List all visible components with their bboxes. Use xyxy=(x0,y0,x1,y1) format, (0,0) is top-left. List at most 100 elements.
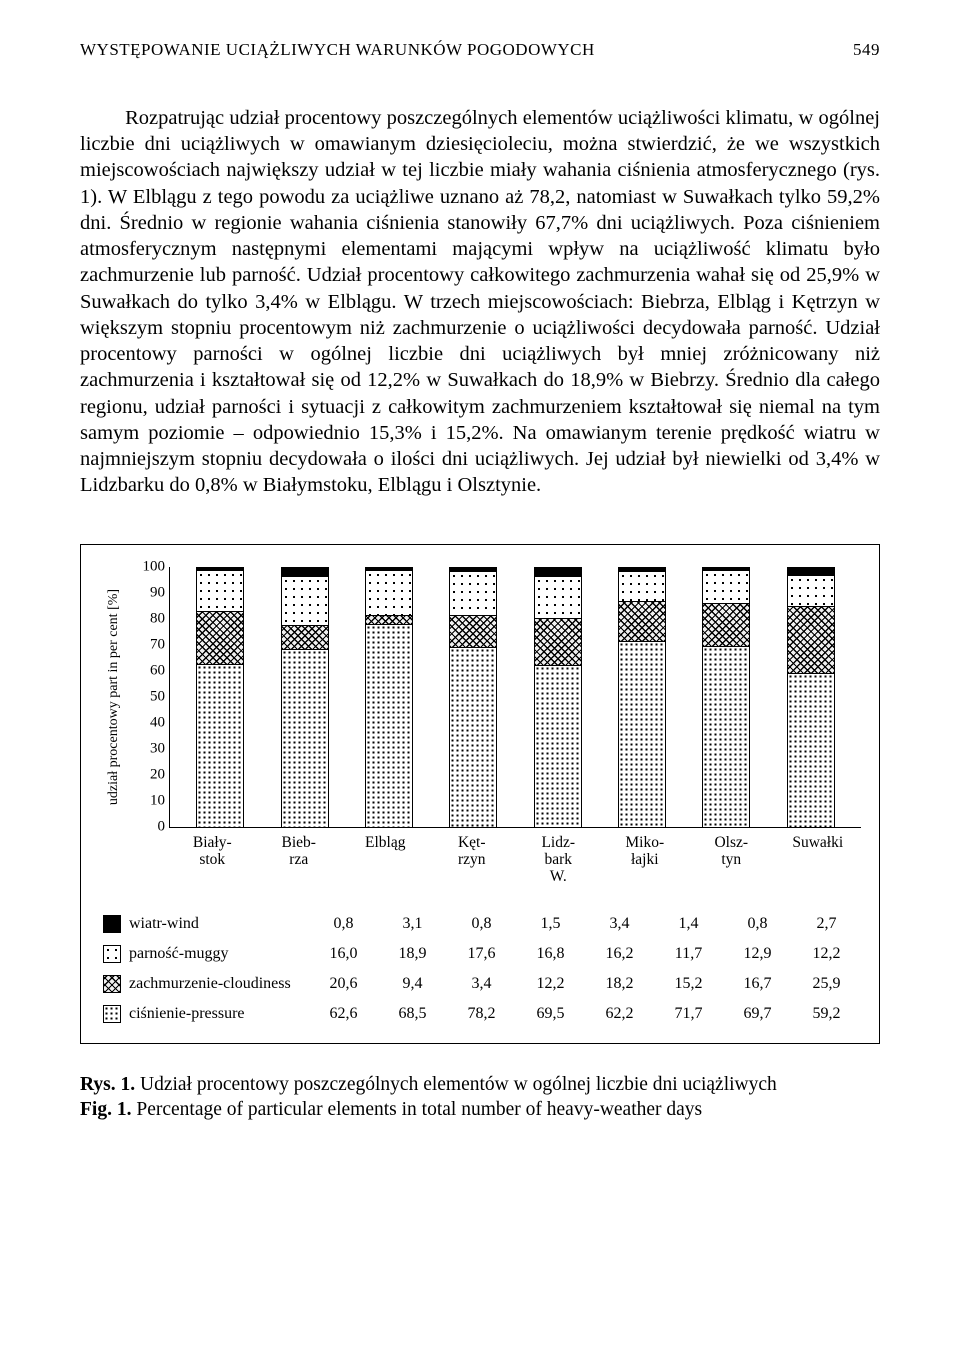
x-axis-label: Biały-stok xyxy=(179,834,245,885)
legend-key-cisnienie: ciśnienie-pressure xyxy=(99,999,309,1029)
x-axis-label: Suwałki xyxy=(785,834,851,885)
table-cell: 0,8 xyxy=(447,909,516,939)
table-cell: 3,1 xyxy=(378,909,447,939)
bar xyxy=(365,567,413,827)
y-axis-ticks: 1009080706050403020100 xyxy=(129,567,169,827)
bar-segment-cisnienie xyxy=(366,624,412,827)
table-cell: 16,8 xyxy=(516,939,585,969)
table-cell: 69,5 xyxy=(516,999,585,1029)
bar-segment-cisnienie xyxy=(535,665,581,826)
y-tick: 20 xyxy=(150,767,165,782)
bar xyxy=(702,567,750,827)
table-cell: 15,2 xyxy=(654,969,723,999)
figure-1-chart: udział procentowy part in per cent [%] 1… xyxy=(80,544,880,1044)
table-cell: 17,6 xyxy=(447,939,516,969)
bar-segment-wiatr xyxy=(282,568,328,576)
bar-segment-parnosc xyxy=(450,571,496,615)
legend-label: ciśnienie-pressure xyxy=(129,1005,245,1023)
bar-segment-cisnienie xyxy=(197,664,243,826)
bar xyxy=(196,567,244,827)
bar-segment-wiatr xyxy=(788,568,834,575)
table-cell: 20,6 xyxy=(309,969,378,999)
bar xyxy=(534,567,582,827)
caption-en-prefix: Fig. 1. xyxy=(80,1099,131,1120)
table-cell: 12,2 xyxy=(792,939,861,969)
legend-label: wiatr-wind xyxy=(129,915,199,933)
plot-area xyxy=(169,567,861,828)
caption-pl-prefix: Rys. 1. xyxy=(80,1074,135,1095)
legend-key-zachmurzenie: zachmurzenie-cloudiness xyxy=(99,969,309,999)
bar-segment-zachmurzenie xyxy=(197,611,243,664)
bar-segment-parnosc xyxy=(619,571,665,601)
y-tick: 60 xyxy=(150,663,165,678)
bar-segment-zachmurzenie xyxy=(619,601,665,640)
x-axis-label: Olsz-tyn xyxy=(698,834,764,885)
bar xyxy=(449,567,497,827)
legend-data-table: wiatr-wind0,83,10,81,53,41,40,82,7parnoś… xyxy=(99,909,861,1029)
bar-segment-parnosc xyxy=(788,575,834,607)
y-tick: 80 xyxy=(150,611,165,626)
legend-label: zachmurzenie-cloudiness xyxy=(129,975,291,993)
table-cell: 12,2 xyxy=(516,969,585,999)
caption-pl-text: Udział procentowy poszczególnych element… xyxy=(135,1074,777,1095)
table-cell: 69,7 xyxy=(723,999,792,1029)
x-axis-label: Elbląg xyxy=(352,834,418,885)
table-cell: 16,7 xyxy=(723,969,792,999)
bar-segment-cisnienie xyxy=(282,649,328,827)
bar-segment-zachmurzenie xyxy=(450,615,496,647)
bar-segment-zachmurzenie xyxy=(282,625,328,649)
table-cell: 1,5 xyxy=(516,909,585,939)
table-cell: 25,9 xyxy=(792,969,861,999)
bar-segment-zachmurzenie xyxy=(788,606,834,673)
table-cell: 78,2 xyxy=(447,999,516,1029)
x-axis-label: Lidz-barkW. xyxy=(525,834,591,885)
page-number: 549 xyxy=(853,40,880,60)
table-cell: 62,2 xyxy=(585,999,654,1029)
caption-en-text: Percentage of particular elements in tot… xyxy=(131,1099,702,1120)
table-cell: 18,9 xyxy=(378,939,447,969)
y-tick: 10 xyxy=(150,793,165,808)
table-cell: 16,0 xyxy=(309,939,378,969)
bar-segment-zachmurzenie xyxy=(703,603,749,646)
y-tick: 30 xyxy=(150,741,165,756)
table-cell: 0,8 xyxy=(723,909,792,939)
y-axis-label-cell: udział procentowy part in per cent [%] xyxy=(99,567,129,828)
legend-key-parnosc: parność-muggy xyxy=(99,939,309,969)
bar-segment-cisnienie xyxy=(703,646,749,826)
table-cell: 71,7 xyxy=(654,999,723,1029)
bar-segment-parnosc xyxy=(366,570,412,616)
bar xyxy=(787,567,835,827)
x-axis-label: Kęt-rzyn xyxy=(439,834,505,885)
y-tick: 50 xyxy=(150,689,165,704)
x-axis-label: Bieb-rza xyxy=(266,834,332,885)
legend-swatch xyxy=(103,975,121,993)
x-axis-labels: Biały-stok Bieb-rza Elbląg Kęt-rzyn Lidz-bar… xyxy=(169,834,861,885)
table-cell: 59,2 xyxy=(792,999,861,1029)
figure-caption: Rys. 1. Udział procentowy poszczególnych… xyxy=(80,1072,880,1123)
table-cell: 18,2 xyxy=(585,969,654,999)
bar xyxy=(618,567,666,827)
bar-segment-zachmurzenie xyxy=(535,618,581,665)
bar-segment-parnosc xyxy=(197,570,243,611)
running-head-title: WYSTĘPOWANIE UCIĄŻLIWYCH WARUNKÓW POGODO… xyxy=(80,40,595,60)
table-cell: 3,4 xyxy=(585,909,654,939)
bar-segment-cisnienie xyxy=(788,673,834,826)
bar-segment-cisnienie xyxy=(619,641,665,827)
bar xyxy=(281,567,329,827)
y-tick: 90 xyxy=(150,585,165,600)
table-cell: 0,8 xyxy=(309,909,378,939)
y-tick: 0 xyxy=(158,819,166,834)
y-tick: 100 xyxy=(143,559,166,574)
table-cell: 2,7 xyxy=(792,909,861,939)
table-cell: 68,5 xyxy=(378,999,447,1029)
table-cell: 12,9 xyxy=(723,939,792,969)
table-cell: 1,4 xyxy=(654,909,723,939)
body-paragraph: Rozpatrując udział procentowy poszczegól… xyxy=(80,105,880,499)
table-cell: 62,6 xyxy=(309,999,378,1029)
legend-label: parność-muggy xyxy=(129,945,229,963)
table-cell: 3,4 xyxy=(447,969,516,999)
y-axis-label: udział procentowy part in per cent [%] xyxy=(106,589,122,805)
legend-swatch xyxy=(103,1005,121,1023)
table-cell: 9,4 xyxy=(378,969,447,999)
bar-segment-parnosc xyxy=(282,576,328,625)
